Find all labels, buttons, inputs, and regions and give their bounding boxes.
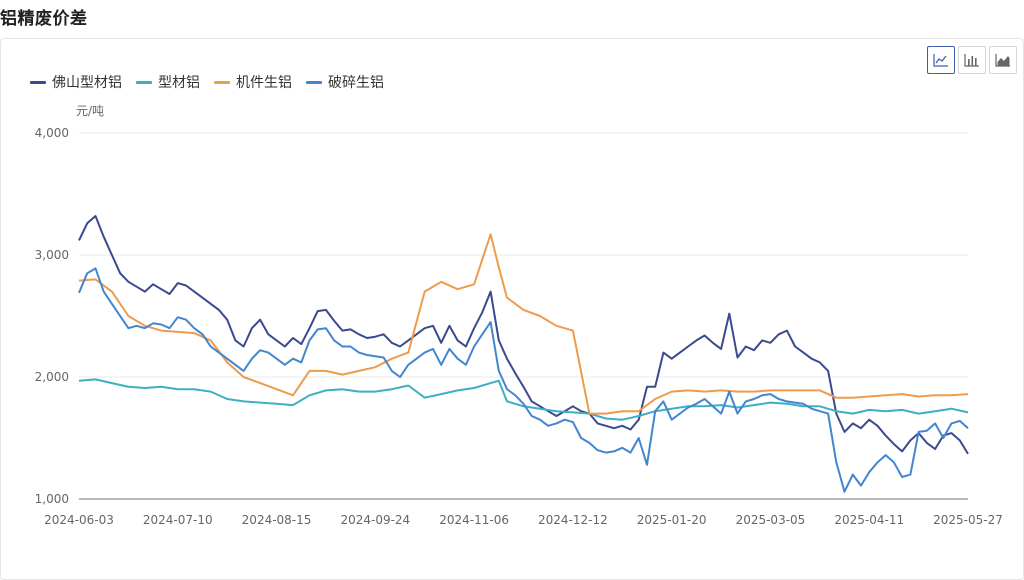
y-tick-label: 3,000 xyxy=(35,248,69,262)
x-tick-label: 2024-11-06 xyxy=(439,513,509,527)
legend-item-foshan-profile[interactable]: 佛山型材铝 xyxy=(30,72,122,92)
x-tick-label: 2024-08-15 xyxy=(242,513,312,527)
legend-swatch xyxy=(214,80,230,84)
x-tick-label: 2024-09-24 xyxy=(340,513,410,527)
line-chart-button[interactable] xyxy=(927,46,955,74)
legend-item-machine-parts[interactable]: 机件生铝 xyxy=(214,72,292,92)
legend-item-profile[interactable]: 型材铝 xyxy=(136,72,200,92)
x-tick-label: 2025-05-27 xyxy=(933,513,1003,527)
page-title: 铝精废价差 xyxy=(0,9,88,29)
legend-swatch xyxy=(30,80,46,84)
line-chart: 1,000 2,000 3,000 4,000 2024-06-03 2024-07-10… xyxy=(35,126,1003,527)
legend-label: 破碎生铝 xyxy=(328,75,384,91)
chart-type-toolbar xyxy=(927,46,1017,74)
y-tick-label: 2,000 xyxy=(35,370,69,384)
legend-label: 机件生铝 xyxy=(236,75,292,91)
x-tick-label: 2024-06-03 xyxy=(44,513,114,527)
series-line-0 xyxy=(78,215,969,455)
y-tick-label: 1,000 xyxy=(35,492,69,506)
x-tick-label: 2024-12-12 xyxy=(538,513,608,527)
x-tick-label: 2025-03-05 xyxy=(736,513,806,527)
legend-item-shredded[interactable]: 破碎生铝 xyxy=(306,72,384,92)
bar-chart-button[interactable] xyxy=(958,46,986,74)
series-line-3 xyxy=(78,267,969,493)
series-line-1 xyxy=(78,378,969,421)
x-tick-label: 2025-04-11 xyxy=(834,513,904,527)
line-chart-icon xyxy=(933,54,948,67)
legend-swatch xyxy=(136,80,152,84)
legend-label: 型材铝 xyxy=(158,75,200,91)
x-tick-label: 2024-07-10 xyxy=(143,513,213,527)
area-chart-icon xyxy=(995,54,1010,67)
bar-chart-icon xyxy=(964,54,979,67)
y-axis-unit: 元/吨 xyxy=(76,104,105,118)
x-tick-label: 2025-01-20 xyxy=(637,513,707,527)
chart-legend: 佛山型材铝 型材铝 机件生铝 破碎生铝 xyxy=(30,72,384,92)
y-tick-label: 4,000 xyxy=(35,126,69,140)
legend-swatch xyxy=(306,80,322,84)
legend-label: 佛山型材铝 xyxy=(52,75,122,91)
series-line-2 xyxy=(78,233,969,415)
area-chart-button[interactable] xyxy=(989,46,1017,74)
